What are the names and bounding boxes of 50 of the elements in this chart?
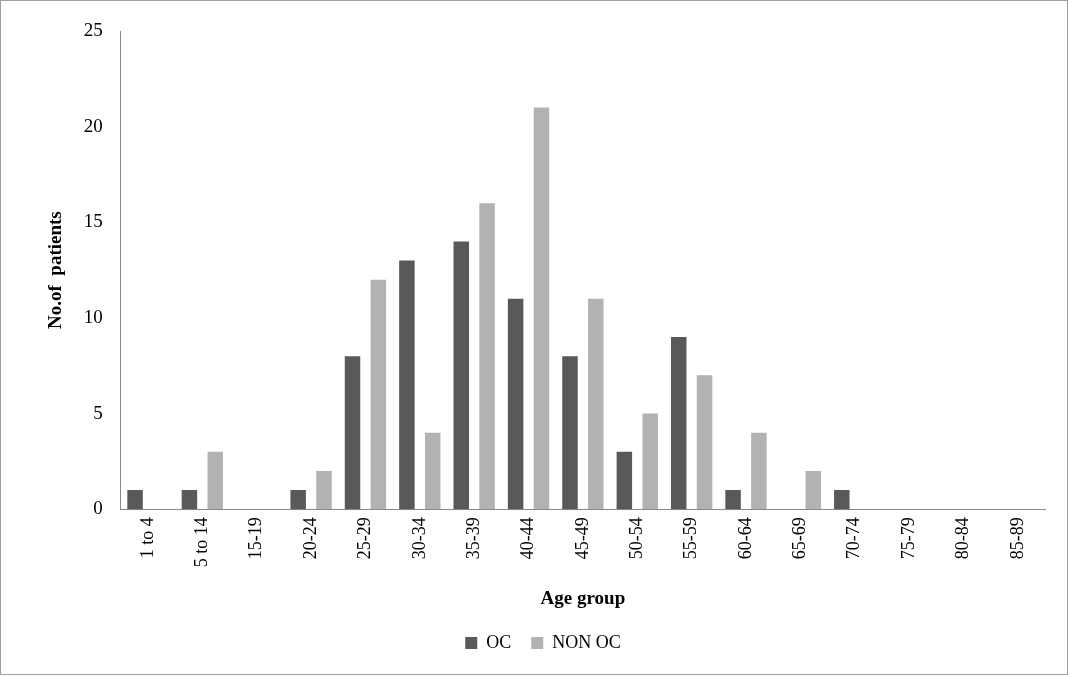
bar (670, 337, 687, 510)
x-tick-label: 55-59 (680, 517, 701, 560)
x-tick-label: 60-64 (734, 517, 755, 560)
bar (834, 490, 850, 510)
x-tick-label: 30-34 (408, 517, 429, 560)
x-tick-label: 1 to 4 (136, 517, 157, 559)
x-tick-label: 85-89 (1006, 517, 1027, 560)
bar (344, 356, 361, 510)
legend-label: NON OC (552, 631, 621, 652)
x-tick-label: 35-39 (462, 517, 483, 560)
x-tick-label: 25-29 (354, 517, 375, 560)
x-tick-label: 75-79 (897, 517, 918, 560)
bar (399, 260, 415, 510)
y-axis-title: No.of patients (44, 211, 66, 329)
bar (588, 298, 604, 510)
bar (751, 432, 767, 510)
y-tick-label: 25 (83, 18, 103, 40)
bar (453, 241, 470, 510)
bar (725, 490, 741, 510)
bar (507, 298, 524, 510)
bar (370, 279, 387, 510)
x-tick-label: 70-74 (843, 517, 864, 560)
bar (696, 375, 713, 510)
y-tick-label: 0 (93, 497, 103, 519)
bar (642, 413, 658, 510)
x-tick-label: 65-69 (789, 517, 810, 560)
bar (207, 451, 224, 510)
x-tick-label: 15-19 (245, 517, 266, 560)
x-axis-title: Age group (540, 586, 626, 608)
bar (127, 490, 143, 510)
legend-label: OC (486, 631, 512, 652)
x-tick-label: 50-54 (626, 517, 646, 560)
bar (290, 490, 306, 510)
bar (424, 432, 441, 510)
bar (479, 203, 495, 510)
y-tick-label: 15 (83, 210, 103, 232)
y-tick-label: 10 (83, 305, 103, 327)
bar (533, 107, 550, 510)
bar (181, 490, 198, 510)
bar (805, 470, 822, 510)
x-tick-label: 5 to 14 (191, 517, 212, 568)
y-tick-label: 20 (83, 114, 103, 136)
y-tick-label: 5 (93, 401, 103, 423)
bar (616, 451, 633, 510)
x-tick-label: 80-84 (952, 517, 973, 560)
x-tick-label: 45-49 (571, 517, 592, 560)
bar (562, 356, 578, 510)
x-tick-label: 20-24 (299, 517, 320, 560)
x-tick-label: 40-44 (517, 517, 538, 560)
bar (316, 470, 332, 510)
